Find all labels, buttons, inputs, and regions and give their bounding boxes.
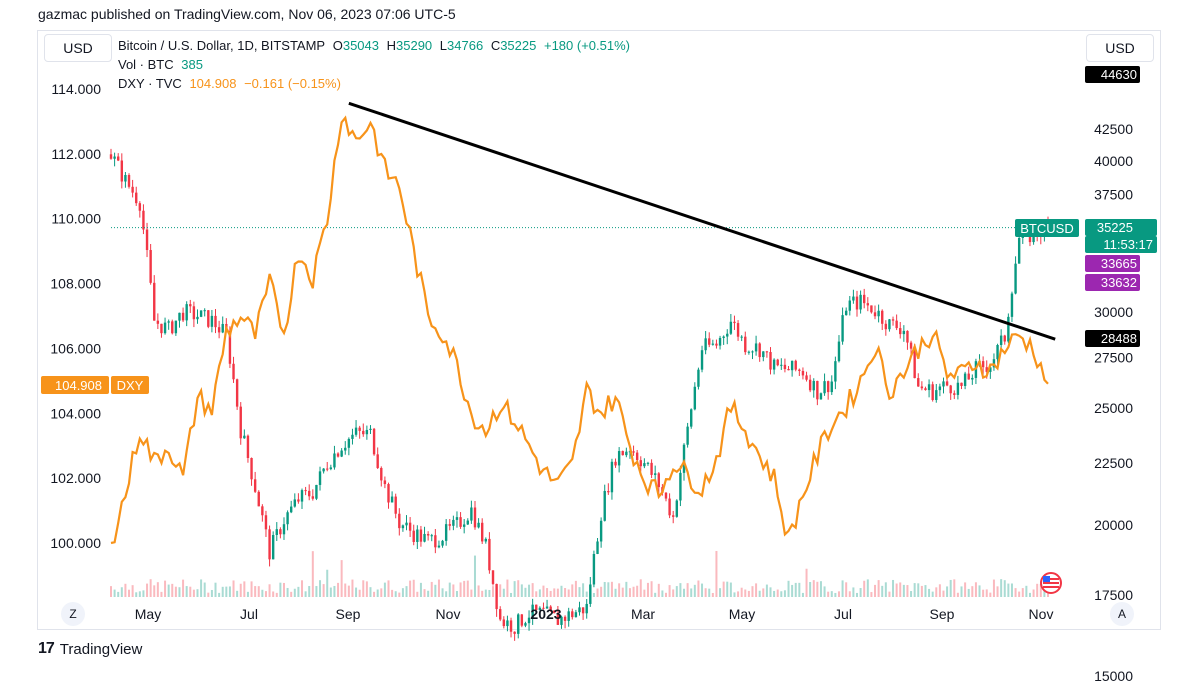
legend-vol-value: 385 (181, 57, 203, 72)
legend-c-label: C (490, 38, 501, 53)
brand-name: TradingView (59, 640, 143, 658)
right-tick-label: 15000 (1094, 668, 1133, 684)
legend-h-label: H (386, 38, 397, 53)
legend-dxy-label[interactable]: DXY · TVC (118, 76, 182, 91)
legend-dxy-value: 104.908 (189, 76, 237, 91)
right-currency-button[interactable]: USD (1086, 34, 1154, 62)
footer-brand: 17 TradingView (38, 640, 142, 658)
legend-l-label: L (439, 38, 448, 53)
legend-o-value: 35043 (342, 38, 379, 53)
legend-h-value: 35290 (396, 38, 433, 53)
publish-line: gazmac published on TradingView.com, Nov… (38, 6, 456, 22)
legend-dxy-change: −0.161 (−0.15%) (244, 76, 341, 91)
legend-title[interactable]: Bitcoin / U.S. Dollar, 1D, BITSTAMP (118, 38, 326, 53)
auto-scale-a-button[interactable]: A (1110, 602, 1134, 626)
legend-change: +180 (+0.51%) (543, 38, 630, 53)
legend-main: Bitcoin / U.S. Dollar, 1D, BITSTAMP O350… (118, 38, 634, 53)
legend-volume: Vol · BTC 385 (118, 57, 207, 72)
candle-body (513, 631, 516, 634)
legend-vol-label[interactable]: Vol · BTC (118, 57, 174, 72)
legend-o-label: O (332, 38, 343, 53)
left-currency-button[interactable]: USD (44, 34, 112, 62)
auto-scale-z-button[interactable]: Z (61, 602, 85, 626)
legend-dxy: DXY · TVC 104.908 −0.161 (−0.15%) (118, 76, 345, 91)
chart-frame (37, 30, 1161, 630)
legend-c-value: 35225 (500, 38, 537, 53)
legend-l-value: 34766 (447, 38, 484, 53)
tradingview-logo-icon: 17 (38, 640, 55, 657)
